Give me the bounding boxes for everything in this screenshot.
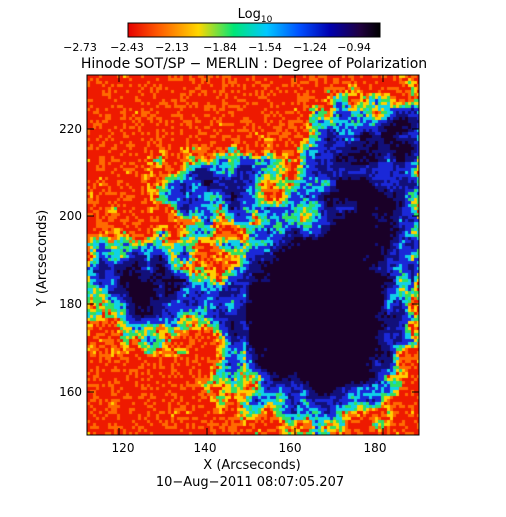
timestamp: 10−Aug−2011 08:07:05.207 [156, 475, 344, 490]
x-tick-label: 120 [112, 441, 135, 455]
colorbar-tick: −2.13 [155, 41, 189, 54]
colorbar-tick: −2.73 [63, 41, 97, 54]
polarization-map [87, 75, 419, 435]
colorbar-label: Log10 [238, 7, 273, 25]
colorbar-tick: −1.84 [203, 41, 237, 54]
colorbar-tick: −0.94 [337, 41, 371, 54]
y-ticks [87, 128, 419, 393]
y-tick-label: 160 [59, 385, 82, 399]
colorbar-tick: −2.43 [110, 41, 144, 54]
y-tick-label: 200 [59, 209, 82, 223]
colorbar-tick: −1.24 [293, 41, 327, 54]
x-tick-label: 160 [279, 441, 302, 455]
x-tick-label: 180 [364, 441, 387, 455]
y-tick-label: 180 [59, 297, 82, 311]
y-axis-label: Y (Arcseconds) [35, 210, 50, 307]
colorbar-ticks: −2.73 −2.43 −2.13 −1.84 −1.54 −1.24 −0.9… [63, 41, 371, 54]
plot-frame [86, 74, 420, 436]
plot-title: Hinode SOT/SP − MERLIN : Degree of Polar… [81, 56, 427, 72]
x-tick-label: 140 [194, 441, 217, 455]
colorbar [127, 22, 381, 38]
x-ticks [118, 75, 384, 435]
colorbar-tick: −1.54 [248, 41, 282, 54]
x-axis-label: X (Arcseconds) [203, 458, 300, 473]
y-tick-label: 220 [59, 122, 82, 136]
